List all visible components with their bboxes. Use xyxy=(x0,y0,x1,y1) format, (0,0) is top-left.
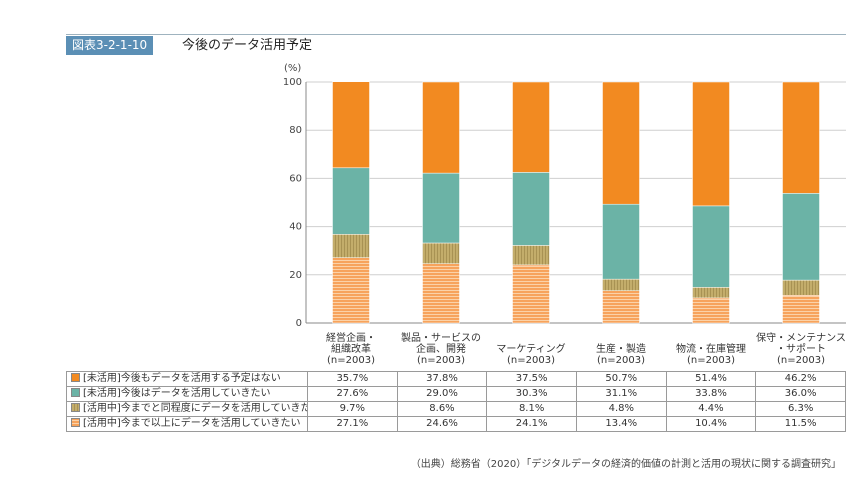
category-label: 物流・在庫管理 xyxy=(676,342,746,355)
legend-cell: [未活用]今後もデータを活用する予定はない xyxy=(66,371,308,387)
data-label-cell: 35.7% xyxy=(307,371,398,387)
y-tick-label: 80 xyxy=(289,125,302,136)
bar-segment-2-1 xyxy=(512,245,550,266)
bar-layer xyxy=(332,81,820,324)
legend-swatch xyxy=(71,388,80,397)
bar-segment-1-3 xyxy=(422,81,460,174)
data-label-cell: 4.4% xyxy=(665,401,757,417)
y-tick-label: 100 xyxy=(283,77,302,88)
data-label-cell: 36.0% xyxy=(755,386,846,402)
data-label-cell: 46.2% xyxy=(755,371,846,387)
legend-swatch xyxy=(71,373,80,382)
y-tick-label: 0 xyxy=(296,318,302,329)
y-tick-label: 20 xyxy=(289,270,302,281)
legend-cell: [活用中]今まで以上にデータを活用していきたい xyxy=(66,416,308,432)
data-label-cell: 10.4% xyxy=(665,416,757,432)
legend-cell: [活用中]今までと同程度にデータを活用していきたい xyxy=(66,401,308,417)
category-label: (n=2003) xyxy=(777,355,825,366)
category-label: (n=2003) xyxy=(687,355,735,366)
bar-segment-2-0 xyxy=(512,264,550,324)
category-label: 保守・メンテナンス xyxy=(756,331,846,344)
category-label: 製品・サービスの xyxy=(401,331,481,344)
y-axis-unit-label: (%) xyxy=(284,63,301,74)
table-row: [活用中]今まで以上にデータを活用していきたい 27.1% 24.6% 24.1% 13… xyxy=(66,416,846,432)
bar-segment-0-0 xyxy=(332,257,370,324)
category-label: マーケティング xyxy=(496,342,565,355)
grid-layer: 0 20 40 60 80 100 xyxy=(283,77,846,329)
data-label-cell: 8.6% xyxy=(396,401,488,417)
bar-segment-0-3 xyxy=(332,81,370,169)
bar-segment-4-0 xyxy=(692,297,730,324)
data-label-cell: 24.1% xyxy=(486,416,577,432)
bar-segment-3-1 xyxy=(602,278,640,291)
y-tick-label: 60 xyxy=(289,173,302,184)
data-label-cell: 8.1% xyxy=(486,401,577,417)
y-tick-label: 40 xyxy=(289,222,302,233)
data-label-cell: 27.6% xyxy=(307,386,398,402)
category-label: 生産・製造 xyxy=(596,342,646,355)
bar-segment-2-3 xyxy=(512,81,550,173)
figure-title: 今後のデータ活用予定 xyxy=(182,38,313,53)
table-row: [未活用]今後もデータを活用する予定はない 35.7% 37.8% 37.5% 50.7… xyxy=(66,371,846,387)
bar-segment-2-2 xyxy=(512,172,550,246)
bar-segment-3-2 xyxy=(602,203,640,280)
data-label-cell: 4.8% xyxy=(575,401,667,417)
data-label-cell: 37.8% xyxy=(396,371,488,387)
data-label-cell: 31.1% xyxy=(575,386,667,402)
category-labels: 経営企画・組織改革(n=2003)製品・サービスの企画、開発(n=2003)マー… xyxy=(326,331,846,366)
title-rule xyxy=(66,34,846,35)
figure-number-badge: 図表3-2-1-10 xyxy=(66,36,154,55)
category-label: 企画、開発 xyxy=(416,342,466,355)
data-label-cell: 24.6% xyxy=(396,416,488,432)
category-label: (n=2003) xyxy=(327,355,375,366)
data-label-cell: 33.8% xyxy=(665,386,757,402)
bar-segment-4-2 xyxy=(692,205,730,288)
legend-label: [活用中]今まで以上にデータを活用していきたい xyxy=(83,418,301,429)
bar-segment-3-0 xyxy=(602,290,640,324)
bar-segment-5-0 xyxy=(782,295,820,324)
source-note: （出典）総務省（2020）「デジタルデータの経済的価値の計測と活用の現状に関する… xyxy=(410,459,841,470)
bar-segment-5-3 xyxy=(782,81,820,194)
data-label-cell: 9.7% xyxy=(307,401,398,417)
bar-segment-1-0 xyxy=(422,263,460,324)
data-label-cell: 51.4% xyxy=(665,371,757,387)
table-row: [未活用]今後はデータを活用していきたい 27.6% 29.0% 30.3% 31.1%… xyxy=(66,386,846,402)
legend-label: [活用中]今までと同程度にデータを活用していきたい xyxy=(83,403,308,414)
bar-segment-0-1 xyxy=(332,234,370,258)
category-label: 組織改革 xyxy=(331,342,371,355)
data-label-cell: 13.4% xyxy=(575,416,667,432)
bar-segment-4-3 xyxy=(692,81,730,207)
category-label: 経営企画・ xyxy=(326,331,376,344)
bar-segment-1-1 xyxy=(422,242,460,264)
legend-label: [未活用]今後もデータを活用する予定はない xyxy=(83,373,281,384)
data-label-cell: 27.1% xyxy=(307,416,398,432)
category-label: (n=2003) xyxy=(507,355,555,366)
bar-segment-0-2 xyxy=(332,167,370,235)
category-label: ・サポート xyxy=(776,343,826,355)
data-label-cell: 30.3% xyxy=(486,386,577,402)
data-table: [未活用]今後もデータを活用する予定はない 35.7% 37.8% 37.5% 50.7… xyxy=(66,371,846,432)
category-label: (n=2003) xyxy=(417,355,465,366)
legend-cell: [未活用]今後はデータを活用していきたい xyxy=(66,386,308,402)
data-label-cell: 29.0% xyxy=(396,386,488,402)
data-label-cell: 37.5% xyxy=(486,371,577,387)
data-label-cell: 6.3% xyxy=(755,401,846,417)
legend-swatch xyxy=(71,418,80,427)
bar-segment-5-2 xyxy=(782,193,820,281)
bar-segment-4-1 xyxy=(692,287,730,299)
legend-label: [未活用]今後はデータを活用していきたい xyxy=(83,388,271,399)
legend-swatch xyxy=(71,403,80,412)
bar-segment-1-2 xyxy=(422,172,460,244)
data-label-cell: 50.7% xyxy=(575,371,667,387)
category-label: (n=2003) xyxy=(597,355,645,366)
data-label-cell: 11.5% xyxy=(755,416,846,432)
table-row: [活用中]今までと同程度にデータを活用していきたい 9.7% 8.6% 8.1% 4.8… xyxy=(66,401,846,417)
bar-segment-5-1 xyxy=(782,279,820,296)
bar-segment-3-3 xyxy=(602,81,640,205)
